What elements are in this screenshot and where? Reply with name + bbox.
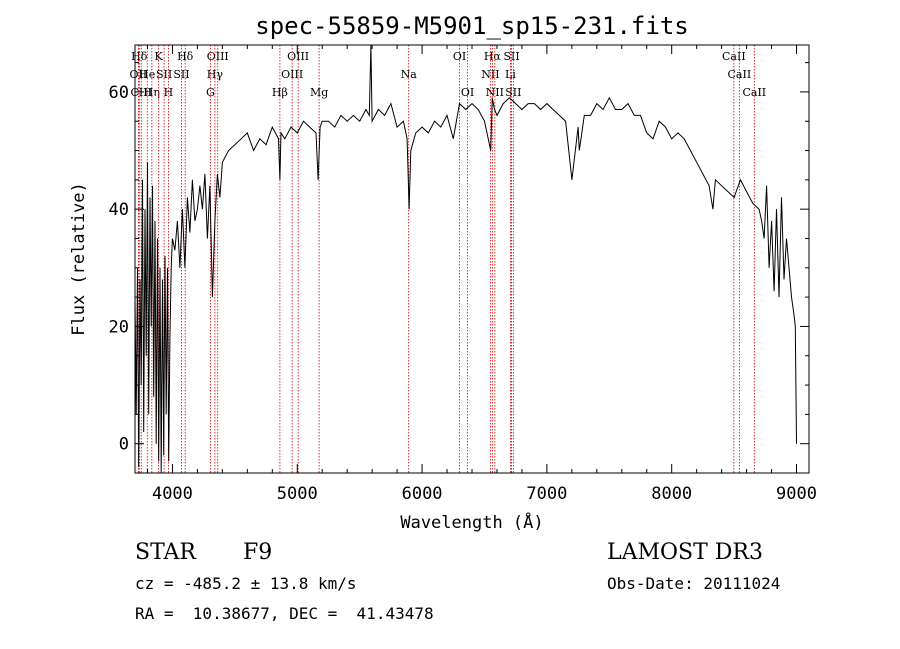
x-axis-label: Wavelength (Å) [400,511,543,533]
x-tick-label-7000: 7000 [526,484,567,504]
x-tick-label-8000: 8000 [651,484,692,504]
marker-label-2: CIII [131,86,152,99]
x-tick-label-4000: 4000 [152,484,193,504]
spectral-line-markers: Hδ OII CIII He Hη K SII H Hδ SII OIII Hγ G Hβ OIII OIII… [130,45,766,473]
marker-label-28: CaII [742,86,766,99]
marker-label-10: OIII [207,50,229,63]
marker-label-17: Na [401,68,418,81]
marker-label-13: Hβ [272,86,288,99]
marker-label-19: OI [461,86,474,99]
marker-label-3: He [139,68,155,81]
marker-label-9: SII [173,68,189,81]
marker-label-20: Hα [484,50,502,63]
marker-label-11: Hγ [207,68,224,81]
flux-series [134,44,797,474]
y-axis-ticks: 0 20 40 60 [109,62,809,474]
marker-label-24: Li [505,68,516,81]
x-tick-label-6000: 6000 [402,484,443,504]
marker-label-15: OIII [281,68,303,81]
ra-dec: RA = 10.38677, DEC = 41.43478 [135,604,434,623]
marker-label-16: Mg [310,86,328,99]
marker-label-12: G [206,86,215,99]
y-tick-label-40: 40 [109,200,129,220]
redshift-cz: cz = -485.2 ± 13.8 km/s [135,574,357,593]
x-tick-label-9000: 9000 [776,484,817,504]
marker-label-14: OIII [287,50,309,63]
marker-label-26: CaII [722,50,746,63]
survey-name: LAMOST DR3 [607,540,763,565]
object-subclass: F9 [243,540,273,565]
marker-label-23: SII [503,50,519,63]
y-tick-label-60: 60 [109,83,129,103]
x-axis-ticks: 4000 5000 6000 7000 8000 9000 [146,45,817,504]
marker-label-22: NII [486,86,504,99]
marker-label-4: Hη [144,86,160,99]
observation-date: Obs-Date: 20111024 [607,574,781,593]
marker-label-18: OI [453,50,466,63]
marker-label-25: SII [505,86,521,99]
x-tick-label-5000: 5000 [277,484,318,504]
marker-label-5: K [154,50,163,63]
marker-label-6: SII [156,68,172,81]
y-axis-label: Flux (relative) [69,182,89,336]
chart-title: spec-55859-M5901_sp15-231.fits [255,12,688,40]
series-line-0 [134,44,797,474]
plot-frame [134,44,810,474]
object-class: STAR [135,540,196,565]
y-tick-label-20: 20 [109,317,129,337]
marker-label-8: Hδ [177,50,194,63]
marker-label-7: H [164,86,174,99]
marker-label-27: CaII [728,68,752,81]
y-tick-label-0: 0 [119,435,129,455]
marker-label-0: Hδ [131,50,148,63]
marker-label-1: OII [130,68,148,81]
marker-label-21: NII [481,68,499,81]
